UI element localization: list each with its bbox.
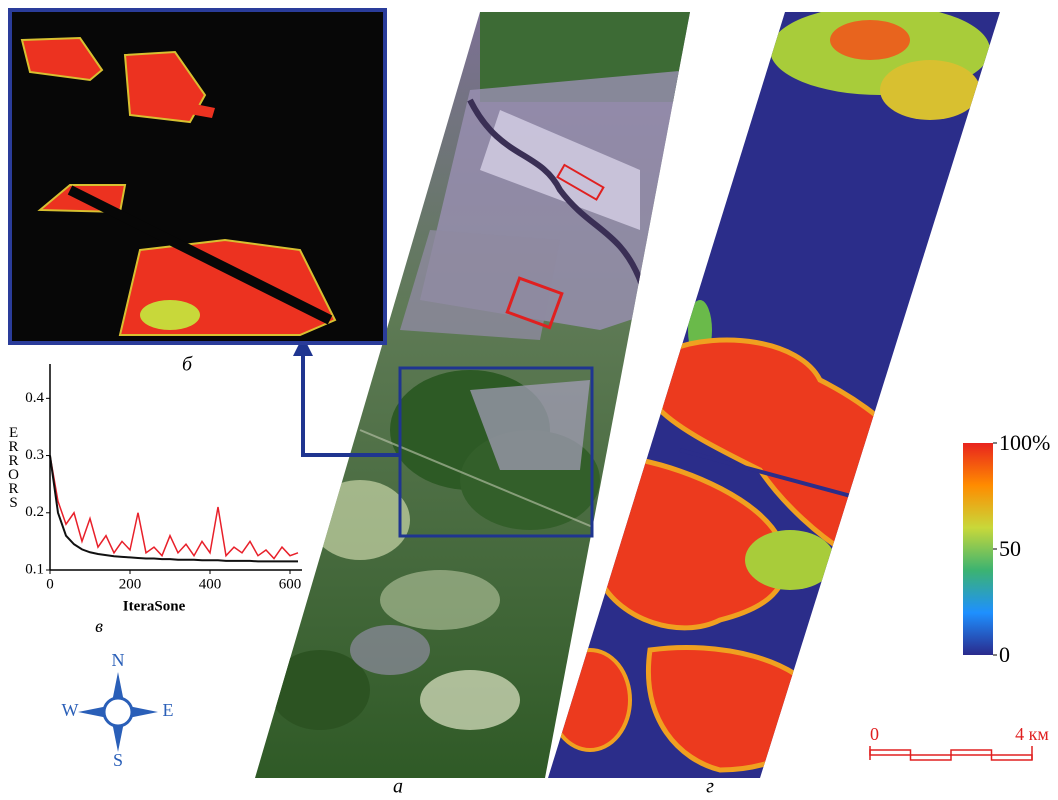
panel-label: г [706,776,714,798]
y-tick-label: 0.1 [25,561,44,577]
compass-w: W [62,700,79,720]
x-tick-label: 0 [46,576,54,592]
panel-label: в [95,616,103,636]
scale-segment [909,754,952,761]
data-line [49,455,298,563]
zoom-box [398,366,594,538]
scale-segment [869,749,912,756]
y-tick-label: 0.4 [25,390,44,406]
colorbar-label: 100% [999,430,1050,455]
compass-n: N [112,650,125,670]
satellite-image [255,12,690,778]
y-axis-label: ERRORS [6,425,22,509]
scale-label: 4 км [1015,724,1049,744]
panel-label: б [182,354,193,376]
y-tick-label: 0.2 [25,504,44,520]
scale-segment [950,749,993,756]
colorbar [963,443,993,655]
x-tick-label: 600 [279,576,302,592]
y-tick-label: 0.3 [25,447,44,463]
compass-s: S [113,750,123,770]
zoom-arrow [301,352,400,457]
scale-segment [990,754,1033,761]
scale-label: 0 [870,724,879,744]
data-line [49,455,299,560]
panel-label: а [393,776,403,798]
arrow-head [293,336,313,356]
compass-e: E [163,700,174,720]
inset-map [8,8,387,345]
colorbar-label: 50 [999,536,1021,561]
x-axis-label: IteraSone [123,598,186,614]
compass [78,672,158,752]
x-tick-label: 200 [119,576,142,592]
error-plot: 0.1 0.2 0.3 0.4 0 200 400 600 IteraSone ERRORS [6,364,302,614]
colorbar-label: 0 [999,642,1010,667]
x-tick-label: 400 [199,576,222,592]
